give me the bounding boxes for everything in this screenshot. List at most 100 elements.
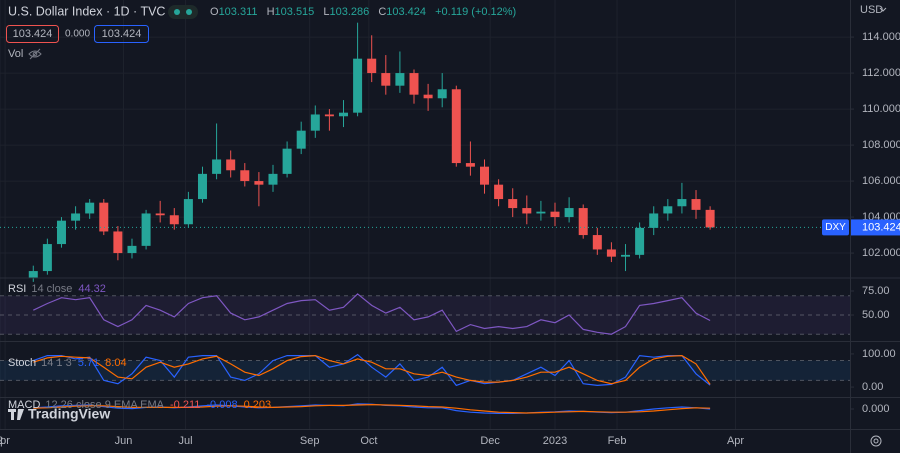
ohlc-legend: O103.311 H103.515 L103.286 C103.424 +0.1… [210,6,516,18]
currency-caret[interactable] [879,7,887,12]
change: +0.119 (+0.12%) [435,6,516,18]
candle-body [550,211,560,218]
last-price-tag [851,219,900,236]
pane-title: Stoch [8,357,36,369]
y-tick-label: 110.000 [862,103,900,115]
indicator-line [33,293,711,335]
ohlc-value: 103.515 [275,6,315,18]
x-tick-label: Apr [727,435,744,447]
candle-body [437,89,447,99]
candle-body [127,245,137,254]
x-tick-label: Sep [300,435,320,447]
ask: 103.424 [102,28,142,40]
pane-title: MACD [8,399,40,411]
candle-body [423,94,433,99]
candle-body [240,170,250,182]
candle-body [367,58,377,74]
candle-body [183,199,193,225]
pane-params: 14 close [31,283,72,295]
settings-icon[interactable] [870,435,882,447]
spread: 0.000 [65,29,90,40]
bid: 103.424 [13,28,53,40]
logo [8,409,24,420]
candle-body [621,254,631,257]
candle-body [155,213,165,216]
legend-value: 8.04 [105,357,126,369]
candle-body [56,220,66,245]
status-pill[interactable] [168,5,198,19]
volume-label: Vol [8,48,23,60]
ohlc-key: C [378,6,386,18]
ohlc-key: H [267,6,275,18]
plot [0,22,850,414]
y-tick-label: 108.000 [862,139,900,151]
candle-body [592,235,602,250]
candle-body [296,130,306,149]
y-tick-label: 100.00 [862,348,896,360]
legend-value: 5.71 [78,357,99,369]
y-tick-label: 112.000 [862,67,900,79]
pane-legend: Stoch 14 1 3 5.71 8.04 [8,357,127,369]
candle-body [113,231,123,254]
visibility-icon[interactable] [28,48,42,60]
candle-body [254,181,264,185]
legend-value: -0.211 [170,399,200,411]
candle-body [42,244,52,272]
x-tick-label: pr [0,435,10,447]
x-tick-label: Jun [115,435,133,447]
legend-value: 0.203 [244,399,272,411]
candle-body [705,209,715,228]
candle-body [282,148,292,174]
pane-legend: MACD 12 26 close 9 EMA EMA -0.211 -0.008 0.2… [8,399,271,411]
ohlc-key: L [323,6,329,18]
x-tick-label: Feb [608,435,627,447]
candle-body [268,173,278,185]
y-tick-label: 75.00 [862,285,890,297]
buy-button[interactable] [94,25,149,43]
legend-value: -0.008 [206,399,237,411]
pane-title: RSI [8,283,26,295]
candle-body [480,166,490,185]
candle-body [169,215,179,225]
symbol-tag-label: DXY [825,222,846,233]
indicator-line [33,354,711,385]
candle-body [663,206,673,214]
candle-body [310,114,320,131]
y-tick-label: 106.000 [862,175,900,187]
pane-params: 14 1 3 [41,357,72,369]
candle-body [212,159,222,174]
candle-body [409,73,419,95]
candle-body [691,199,701,210]
candle-body [71,213,81,221]
level-band [0,360,850,381]
currency[interactable]: USD [860,4,883,16]
candle-body [353,58,363,113]
candle-body [606,249,616,257]
candle-body [451,89,461,164]
grid [0,0,850,429]
y-tick-label: 0.000 [862,403,890,415]
candle-body [465,163,475,167]
indicator-line [33,353,711,387]
candle-body [226,159,236,171]
candle-body [677,199,687,207]
candle-body [28,271,38,279]
candle-body [338,112,348,117]
status-dot [186,9,192,15]
indicator-line [33,403,711,414]
ohlc-value: 103.311 [219,6,258,18]
candle-body [99,202,109,232]
pane-params: 12 26 close 9 EMA EMA [45,399,164,411]
last-price-label: 103.424 [862,221,900,233]
y-tick-label: 102.000 [862,247,900,259]
pane-legend: RSI 14 close 44.32 [8,283,106,295]
y-tick-label: 50.00 [862,309,890,321]
ohlc-value: 103.286 [329,6,369,18]
sell-button[interactable] [6,25,59,43]
candle-body [381,73,391,86]
x-tick-label: Dec [480,435,500,447]
candle-body [578,208,588,236]
candle-body [494,184,504,200]
candle-body [197,173,207,200]
